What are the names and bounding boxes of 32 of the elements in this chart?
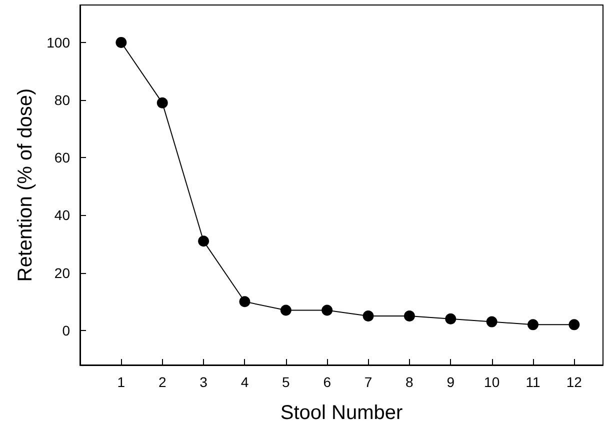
x-tick-label: 12: [566, 374, 582, 390]
point: [568, 319, 580, 330]
x-tick-label: 4: [240, 374, 249, 390]
point: [404, 310, 415, 322]
y-tick-label: 40: [54, 207, 70, 224]
x-tick-label: 9: [446, 374, 455, 390]
y-tick-label: 0: [62, 322, 70, 338]
x-tick-label: 5: [282, 374, 290, 390]
y-tick-label: 20: [54, 264, 70, 281]
point: [528, 319, 538, 330]
point: [486, 316, 498, 328]
y-tick-label: 100: [46, 34, 70, 50]
x-tick-label: 11: [526, 374, 540, 390]
y-tick-label: 80: [54, 92, 70, 108]
point: [322, 304, 333, 316]
x-tick-label: 7: [364, 374, 372, 390]
point: [156, 97, 168, 108]
x-tick-label: 8: [406, 374, 414, 390]
point: [198, 236, 210, 247]
point: [280, 304, 292, 316]
x-axis-title: Stool Number: [280, 402, 403, 424]
x-tick-label: 10: [484, 374, 500, 390]
x-tick-label: 6: [323, 374, 332, 390]
y-axis-title: Retention (% of dose): [14, 88, 37, 282]
x-tick-label: 2: [158, 374, 166, 390]
x-tick-label: 3: [200, 374, 208, 390]
point: [239, 296, 250, 308]
point: [362, 310, 374, 322]
point: [116, 36, 127, 48]
y-tick-label: 60: [54, 150, 70, 166]
point: [445, 313, 456, 324]
x-tick-label: 1: [117, 374, 126, 390]
